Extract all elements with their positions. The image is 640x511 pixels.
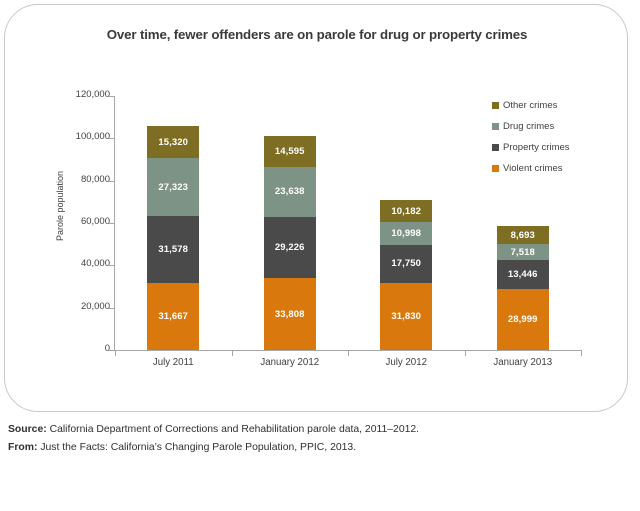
bar-segment[interactable]: 7,518 bbox=[496, 244, 549, 261]
from-label: From: bbox=[8, 442, 38, 453]
y-axis-tick-label: 60,000 bbox=[80, 216, 110, 227]
x-axis-tick-mark bbox=[348, 351, 349, 356]
legend-item-label: Violent crimes bbox=[503, 163, 563, 174]
legend-swatch-icon bbox=[492, 144, 499, 151]
x-axis-tick-label: July 2011 bbox=[152, 357, 194, 368]
x-axis-tick-mark bbox=[464, 351, 466, 356]
bar-segment[interactable]: 8,693 bbox=[496, 225, 549, 245]
from-text: Just the Facts: California’s Changing Pa… bbox=[40, 442, 357, 453]
y-axis-tick-label: 0 bbox=[104, 343, 110, 354]
from-line: From: Just the Facts: California’s Chang… bbox=[8, 442, 632, 453]
x-axis-tick-label: July 2012 bbox=[385, 357, 427, 368]
legend-swatch-icon bbox=[492, 102, 499, 109]
bar-group[interactable]: 15,320 27,323 31,578 31,667 bbox=[147, 125, 200, 350]
bar-segment[interactable]: 33,808 bbox=[263, 278, 316, 350]
bar-segment[interactable]: 13,446 bbox=[496, 260, 549, 289]
bar-segment[interactable]: 27,323 bbox=[147, 158, 200, 217]
legend-item-label: Other crimes bbox=[503, 100, 558, 111]
y-axis-tick-mark bbox=[109, 265, 114, 267]
x-axis-tick-label: January 2012 bbox=[260, 357, 320, 368]
bar-segment[interactable]: 17,750 bbox=[380, 245, 433, 283]
bar-segment[interactable]: 31,667 bbox=[147, 282, 200, 350]
legend-item[interactable]: Other crimes bbox=[492, 95, 612, 116]
source-line: Source: California Department of Correct… bbox=[8, 424, 632, 435]
y-axis-line bbox=[114, 96, 115, 351]
chart-title: Over time, fewer offenders are on parole… bbox=[106, 27, 528, 42]
bar-segment[interactable]: 10,182 bbox=[380, 200, 433, 222]
chart-legend: Other crimes Drug crimes Property crimes Vi… bbox=[492, 95, 612, 179]
y-axis-tick-label: 40,000 bbox=[80, 258, 110, 270]
bar-segment[interactable]: 10,998 bbox=[380, 221, 433, 246]
legend-swatch-icon bbox=[492, 123, 499, 130]
y-axis-tick-mark bbox=[109, 307, 114, 309]
y-axis-tick-mark bbox=[109, 180, 114, 182]
legend-item-label: Property crimes bbox=[503, 142, 570, 153]
x-axis-tick-mark bbox=[581, 351, 582, 356]
y-axis-tick-mark bbox=[109, 138, 114, 140]
legend-item[interactable]: Drug crimes bbox=[492, 116, 612, 137]
x-axis-tick-mark bbox=[231, 351, 233, 356]
legend-item[interactable]: Property crimes bbox=[492, 137, 612, 158]
y-axis-tick-mark bbox=[109, 350, 114, 351]
y-axis-tick-label: 100,000 bbox=[75, 131, 110, 143]
x-axis-line bbox=[115, 350, 582, 351]
y-axis-title: Parole population bbox=[55, 170, 65, 242]
x-axis-tick-mark bbox=[115, 351, 116, 356]
y-axis-tick-mark bbox=[109, 223, 114, 224]
bar-group[interactable]: 10,182 10,998 17,750 31,830 bbox=[380, 200, 433, 350]
x-axis-tick-label: January 2013 bbox=[493, 357, 553, 368]
legend-swatch-icon bbox=[492, 165, 499, 172]
bar-segment[interactable]: 31,830 bbox=[380, 282, 433, 350]
y-axis-tick-label: 20,000 bbox=[80, 300, 110, 312]
y-axis-tick-label: 120,000 bbox=[75, 89, 110, 100]
source-text: California Department of Corrections and… bbox=[49, 424, 420, 435]
plot-area: 15,320 27,323 31,578 31,667 14,595 23,638 29,2… bbox=[115, 96, 581, 350]
bar-segment[interactable]: 23,638 bbox=[263, 166, 316, 217]
legend-item[interactable]: Violent crimes bbox=[492, 158, 612, 179]
y-axis-tick-label: 80,000 bbox=[80, 173, 110, 185]
chart-card: Over time, fewer offenders are on parole… bbox=[4, 4, 628, 412]
source-label: Source: bbox=[8, 424, 47, 435]
bar-segment[interactable]: 28,999 bbox=[496, 288, 549, 350]
bar-segment[interactable]: 15,320 bbox=[147, 125, 200, 159]
bar-group[interactable]: 8,693 7,518 13,446 28,999 bbox=[496, 225, 549, 350]
bar-segment[interactable]: 29,226 bbox=[263, 216, 316, 279]
chart-footer: Source: California Department of Correct… bbox=[8, 424, 632, 460]
bar-group[interactable]: 14,595 23,638 29,226 33,808 bbox=[263, 135, 316, 350]
legend-item-label: Drug crimes bbox=[503, 121, 555, 132]
bar-segment[interactable]: 14,595 bbox=[263, 135, 316, 167]
bar-segment[interactable]: 31,578 bbox=[147, 216, 200, 283]
y-axis-tick-mark bbox=[109, 96, 114, 97]
